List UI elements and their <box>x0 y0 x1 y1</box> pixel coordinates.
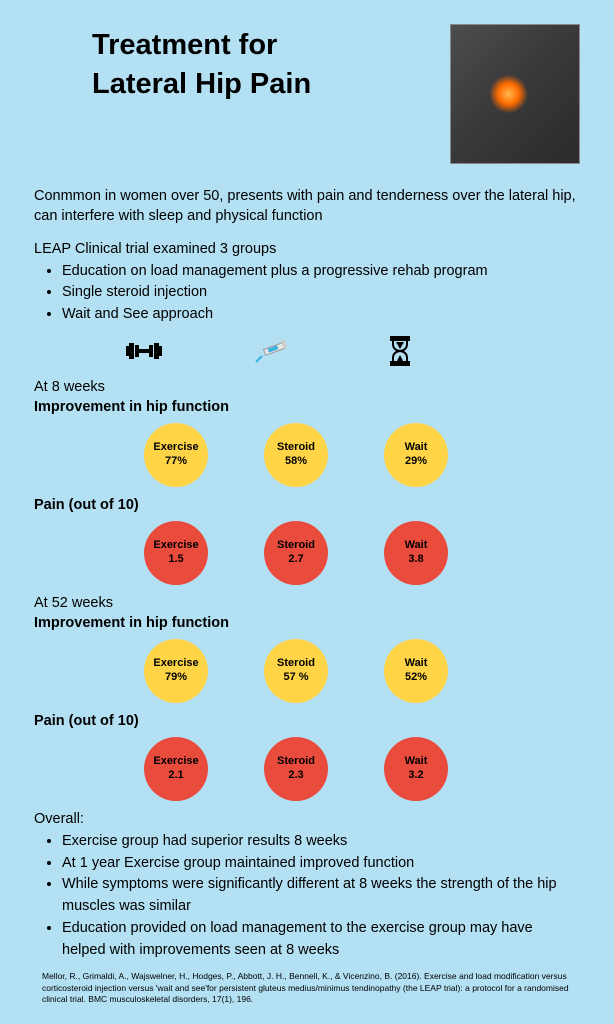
title-line-1: Treatment for <box>92 29 277 61</box>
circle-label: Wait <box>405 539 428 553</box>
circle-value: 2.3 <box>288 769 303 783</box>
overall-bullet: Education provided on load management to… <box>62 918 580 962</box>
weeks52-at: At 52 weeks <box>34 595 580 611</box>
weeks8-pain-row: Exercise1.5 Steroid2.7 Wait3.8 <box>144 521 580 585</box>
trial-bullet: Wait and See approach <box>62 304 580 326</box>
overall-bullet: Exercise group had superior results 8 we… <box>62 831 580 853</box>
circle-value: 58% <box>285 455 307 469</box>
circle-value: 52% <box>405 671 427 685</box>
data-circle: Wait29% <box>384 423 448 487</box>
trial-bullet-list: Education on load management plus a prog… <box>34 261 580 326</box>
circle-label: Steroid <box>277 441 315 455</box>
circle-label: Exercise <box>153 755 198 769</box>
data-circle: Steroid2.3 <box>264 737 328 801</box>
circle-value: 3.2 <box>408 769 423 783</box>
circle-label: Exercise <box>153 657 198 671</box>
citation-text: Mellor, R., Grimaldi, A., Wajswelner, H.… <box>34 971 580 1005</box>
circle-value: 29% <box>405 455 427 469</box>
data-circle: Wait3.8 <box>384 521 448 585</box>
title-line-2: Lateral Hip Pain <box>92 68 311 100</box>
overall-bullet: While symptoms were significantly differ… <box>62 874 580 918</box>
circle-label: Steroid <box>277 539 315 553</box>
circle-label: Wait <box>405 755 428 769</box>
weeks52-func-head: Improvement in hip function <box>34 615 580 631</box>
data-circle: Steroid57 % <box>264 639 328 703</box>
data-circle: Exercise77% <box>144 423 208 487</box>
circle-value: 1.5 <box>168 553 183 567</box>
page-title: Treatment for Lateral Hip Pain <box>92 26 311 104</box>
overall-bullet: At 1 year Exercise group maintained impr… <box>62 853 580 875</box>
weeks52-pain-head: Pain (out of 10) <box>34 713 580 729</box>
data-circle: Steroid2.7 <box>264 521 328 585</box>
circle-label: Steroid <box>277 755 315 769</box>
hourglass-icon <box>388 336 412 371</box>
weeks8-func-row: Exercise77% Steroid58% Wait29% <box>144 423 580 487</box>
data-circle: Exercise2.1 <box>144 737 208 801</box>
overall-bullet-list: Exercise group had superior results 8 we… <box>34 831 580 962</box>
trial-bullet: Single steroid injection <box>62 282 580 304</box>
weeks52-pain-row: Exercise2.1 Steroid2.3 Wait3.2 <box>144 737 580 801</box>
icon-row <box>124 336 580 371</box>
trial-bullet: Education on load management plus a prog… <box>62 261 580 283</box>
weeks8-pain-head: Pain (out of 10) <box>34 497 580 513</box>
weeks8-func-head: Improvement in hip function <box>34 399 580 415</box>
weeks8-at: At 8 weeks <box>34 379 580 395</box>
circle-value: 3.8 <box>408 553 423 567</box>
overall-heading: Overall: <box>34 811 580 827</box>
circle-value: 2.1 <box>168 769 183 783</box>
trial-heading: LEAP Clinical trial examined 3 groups <box>34 241 580 257</box>
data-circle: Exercise1.5 <box>144 521 208 585</box>
weeks52-func-row: Exercise79% Steroid57 % Wait52% <box>144 639 580 703</box>
data-circle: Wait3.2 <box>384 737 448 801</box>
hip-pain-image <box>450 24 580 164</box>
header-row: Treatment for Lateral Hip Pain <box>34 24 580 164</box>
syringe-icon <box>254 336 298 371</box>
data-circle: Wait52% <box>384 639 448 703</box>
circle-value: 2.7 <box>288 553 303 567</box>
circle-value: 79% <box>165 671 187 685</box>
circle-label: Steroid <box>277 657 315 671</box>
circle-label: Wait <box>405 657 428 671</box>
circle-value: 57 % <box>283 671 308 685</box>
intro-text: Conmmon in women over 50, presents with … <box>34 186 580 227</box>
circle-label: Wait <box>405 441 428 455</box>
circle-label: Exercise <box>153 441 198 455</box>
circle-value: 77% <box>165 455 187 469</box>
data-circle: Steroid58% <box>264 423 328 487</box>
dumbbell-icon <box>124 339 164 368</box>
data-circle: Exercise79% <box>144 639 208 703</box>
circle-label: Exercise <box>153 539 198 553</box>
